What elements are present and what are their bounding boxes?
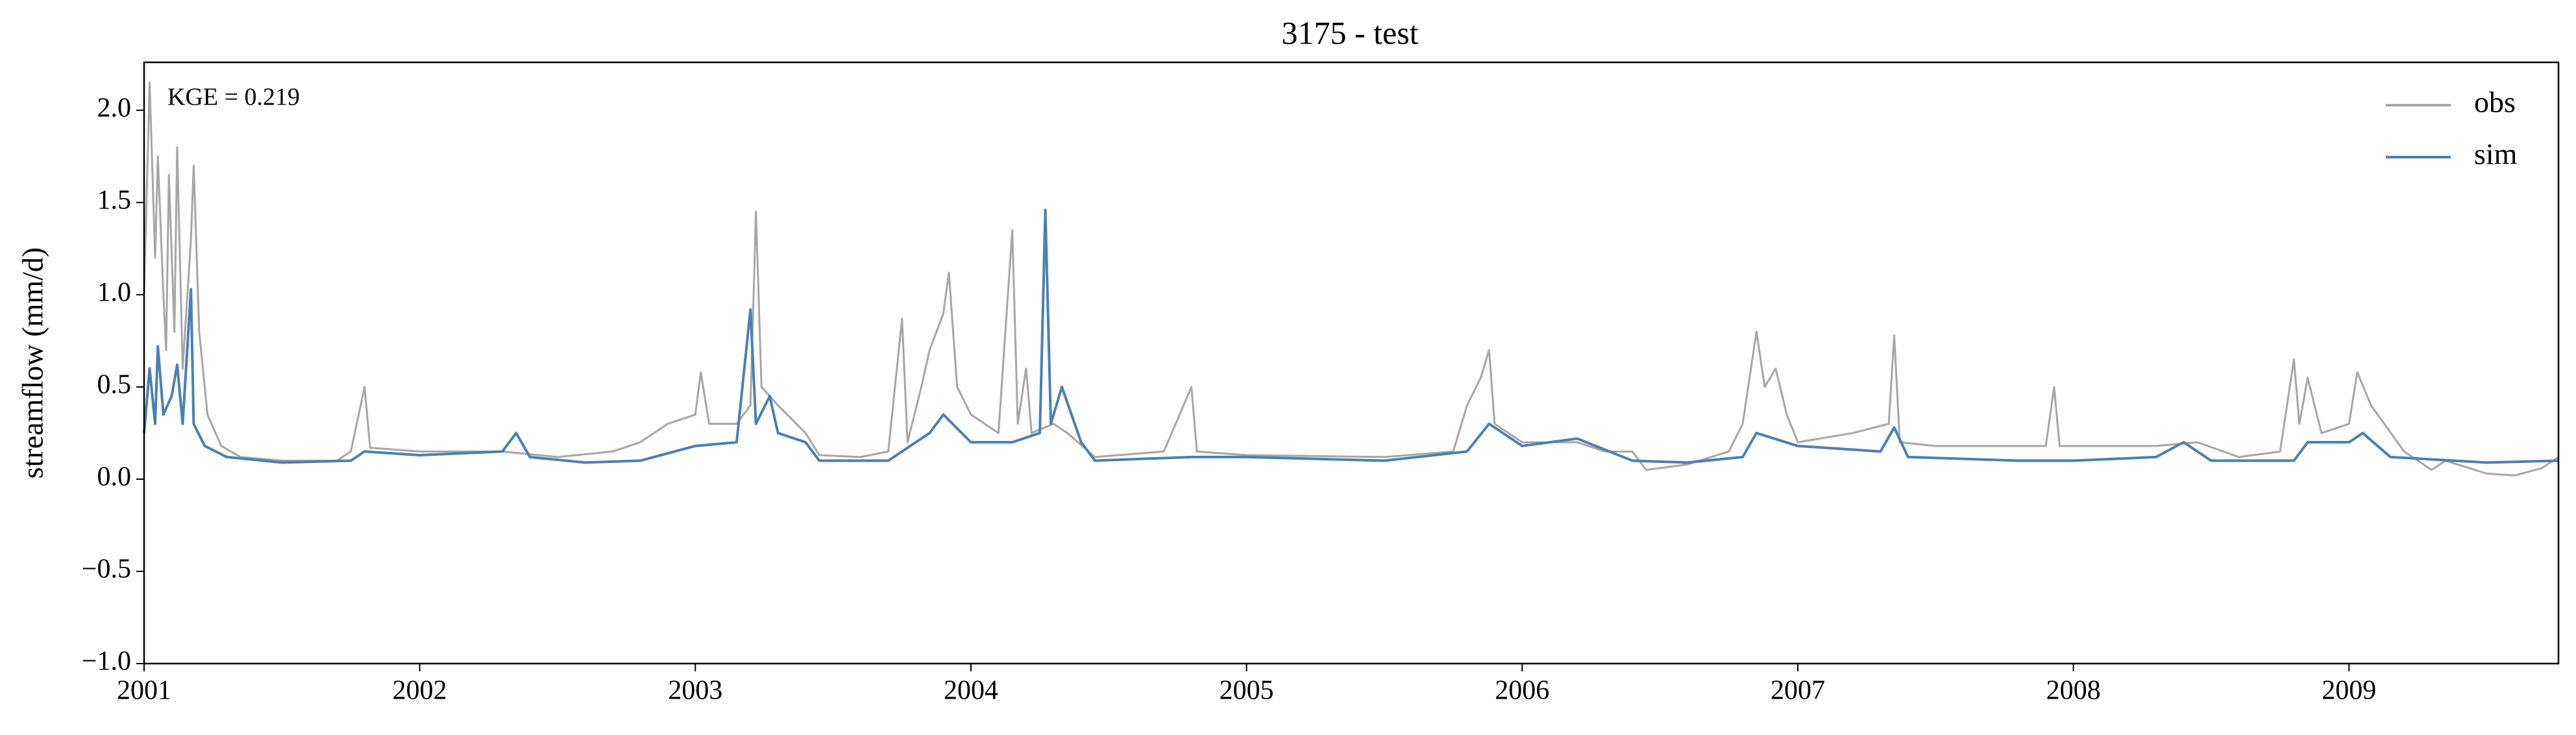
- x-tick-label: 2006: [1495, 676, 1549, 706]
- y-tick-label: −0.5: [82, 554, 131, 584]
- legend-label: obs: [2474, 86, 2516, 119]
- x-tick-label: 2007: [1771, 676, 1825, 706]
- x-tick-label: 2001: [117, 676, 171, 706]
- chart-title: 3175 - test: [1281, 14, 1418, 51]
- legend-label: sim: [2474, 138, 2518, 171]
- y-tick-label: 2.0: [97, 93, 132, 123]
- x-tick-label: 2008: [2046, 676, 2101, 706]
- x-tick-label: 2005: [1220, 676, 1274, 706]
- y-tick-label: −1.0: [82, 647, 131, 677]
- x-tick-label: 2003: [668, 676, 722, 706]
- annotation: KGE = 0.219: [167, 84, 300, 111]
- series-line: [143, 81, 2559, 477]
- x-tick-label: 2009: [2322, 676, 2376, 706]
- y-tick-label: 0.5: [97, 370, 132, 400]
- y-tick-label: 1.0: [97, 278, 132, 308]
- x-tick-label: 2002: [393, 676, 447, 706]
- y-axis-label: streamflow (mm/d): [16, 247, 49, 479]
- y-tick-label: 1.5: [97, 186, 132, 216]
- plot-frame: [143, 61, 2560, 665]
- x-tick-label: 2004: [944, 676, 998, 706]
- series-line: [143, 208, 2559, 464]
- y-tick-label: 0.0: [97, 462, 132, 492]
